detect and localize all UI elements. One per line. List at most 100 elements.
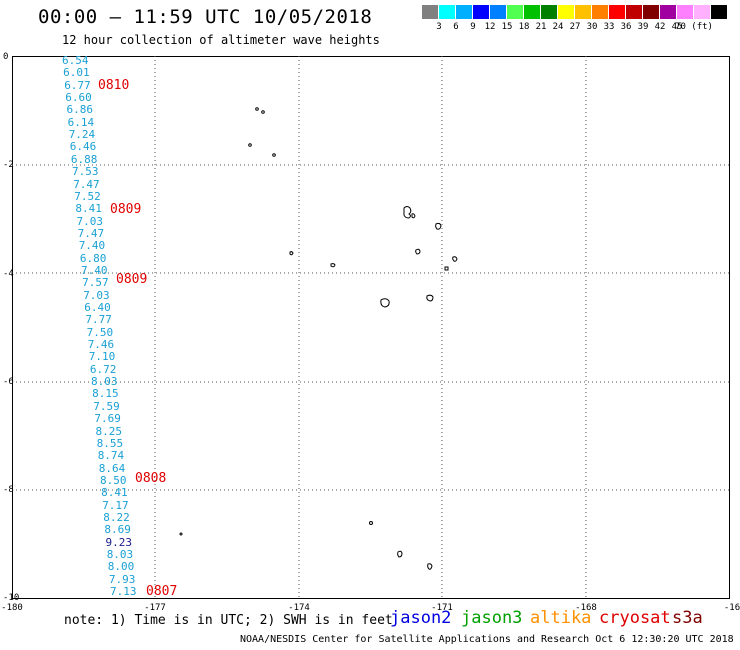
satellite-name: cryosat xyxy=(599,608,671,628)
swh-value: 7.03 xyxy=(76,214,104,228)
swh-value: 8.03 xyxy=(91,375,118,389)
legend-label: 3 xyxy=(436,22,442,32)
island xyxy=(444,266,449,271)
swh-value: 8.41 xyxy=(101,486,128,500)
legend-label: 39 xyxy=(637,22,649,32)
swh-value: 6.80 xyxy=(79,251,107,265)
island xyxy=(179,532,183,536)
time-label: 0807 xyxy=(146,584,178,599)
swh-value: 7.17 xyxy=(102,498,129,512)
legend-swatch xyxy=(626,5,642,19)
legend-swatch xyxy=(694,5,710,19)
swh-value: 6.88 xyxy=(70,152,98,166)
legend-swatch xyxy=(541,5,557,19)
swh-value: 7.93 xyxy=(108,572,136,586)
swh-value: 8.69 xyxy=(104,523,131,537)
time-label: 0810 xyxy=(98,78,130,93)
swh-value: 7.52 xyxy=(74,189,101,203)
satellite-name: jason3 xyxy=(461,608,523,628)
legend-swatch xyxy=(507,5,523,19)
swh-value: 6.86 xyxy=(66,103,94,117)
page-subtitle: 12 hour collection of altimeter wave hei… xyxy=(62,33,380,47)
legend-swatch xyxy=(490,5,506,19)
legend-swatch xyxy=(592,5,608,19)
swh-value: 6.72 xyxy=(89,362,117,376)
legend-swatch xyxy=(473,5,489,19)
satellite-name: altika xyxy=(530,608,592,628)
island xyxy=(415,248,421,255)
island xyxy=(330,263,336,268)
swh-value: 7.59 xyxy=(93,399,120,413)
time-label: 0808 xyxy=(135,471,167,486)
y-tick-label: -10 xyxy=(3,593,20,603)
swh-value: 7.40 xyxy=(81,263,108,277)
swh-value: 6.01 xyxy=(63,66,90,80)
legend-swatch xyxy=(524,5,540,19)
x-tick-label: -168 xyxy=(575,603,597,613)
y-tick-label: 0 xyxy=(3,52,9,62)
legend-swatch xyxy=(711,5,727,19)
legend-label: 45 xyxy=(671,22,683,32)
island xyxy=(435,222,442,230)
island xyxy=(289,251,294,256)
island xyxy=(452,256,458,262)
legend-swatch xyxy=(575,5,591,19)
swh-value: 6.77 xyxy=(64,78,91,92)
swh-value: 7.69 xyxy=(94,412,121,426)
x-tick-label: -171 xyxy=(431,603,453,613)
swh-value: 8.00 xyxy=(107,560,135,574)
y-tick-label: -8 xyxy=(3,485,14,495)
island xyxy=(272,153,276,157)
swh-value: 9.23 xyxy=(105,535,133,549)
legend-label: 27 xyxy=(569,22,581,32)
legend-swatch xyxy=(660,5,676,19)
time-label: 0809 xyxy=(116,272,148,287)
island xyxy=(403,206,412,219)
legend-label: 36 xyxy=(620,22,632,32)
legend-label: 24 xyxy=(552,22,564,32)
swh-value: 8.15 xyxy=(92,387,119,401)
footer-note: note: 1) Time is in UTC; 2) SWH is in fe… xyxy=(64,613,393,628)
island xyxy=(369,521,373,525)
x-tick-label: -16 xyxy=(723,603,740,613)
y-tick-label: -4 xyxy=(3,269,14,279)
swh-value: 7.40 xyxy=(78,239,106,253)
island xyxy=(397,550,403,558)
swh-value: 8.03 xyxy=(106,548,134,561)
swh-value: 8.55 xyxy=(96,436,124,450)
swh-value: 7.03 xyxy=(83,288,110,302)
swh-value: 6.54 xyxy=(62,54,89,67)
swh-value: 8.74 xyxy=(97,449,125,463)
island xyxy=(255,107,259,111)
legend-label: 70 (ft) xyxy=(675,22,713,32)
island-outlines xyxy=(179,107,458,570)
x-tick-label: -177 xyxy=(144,603,166,613)
map-grid xyxy=(12,56,730,599)
island xyxy=(261,110,265,114)
y-tick-label: -2 xyxy=(3,160,14,170)
swh-value: 6.60 xyxy=(65,91,92,104)
swh-value: 7.77 xyxy=(85,313,112,327)
x-tick-label: -174 xyxy=(288,603,310,613)
swh-value: 7.53 xyxy=(72,165,99,179)
legend-swatch xyxy=(677,5,693,19)
island xyxy=(380,298,390,308)
swh-value: 6.14 xyxy=(67,115,95,129)
swh-value: 7.50 xyxy=(86,325,114,339)
swh-value: 8.50 xyxy=(100,473,127,487)
legend-label: 18 xyxy=(518,22,530,32)
legend-swatch xyxy=(439,5,455,19)
swh-value: 8.41 xyxy=(75,202,102,216)
swh-value: 7.24 xyxy=(68,128,96,142)
island xyxy=(411,213,416,219)
island xyxy=(248,143,252,147)
legend-label: 12 xyxy=(484,22,496,32)
legend-swatch xyxy=(558,5,574,19)
legend-label: 33 xyxy=(603,22,615,32)
legend-swatch xyxy=(422,5,438,19)
legend-label: 42 xyxy=(654,22,666,32)
legend-swatch xyxy=(609,5,625,19)
satellite-name: s3a xyxy=(672,608,703,628)
page-title: 00:00 — 11:59 UTC 10/05/2018 xyxy=(38,6,373,28)
legend-swatch xyxy=(456,5,472,19)
